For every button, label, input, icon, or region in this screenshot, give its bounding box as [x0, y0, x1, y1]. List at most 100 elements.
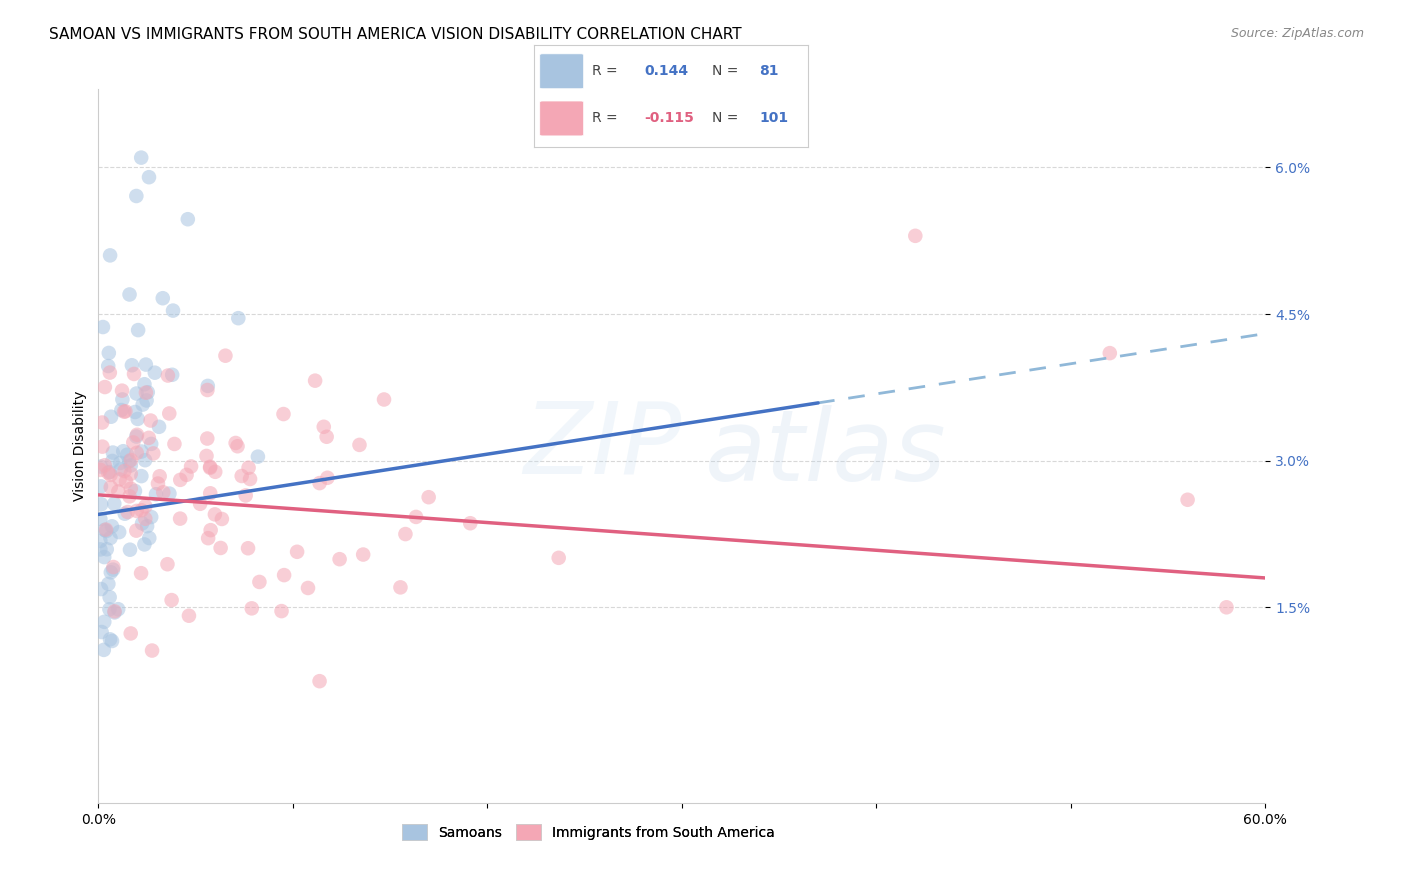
Text: 101: 101 [759, 112, 789, 126]
Point [96, 524, 118, 538]
Point [389, 580, 412, 594]
Point [118, 489, 141, 503]
Point [149, 469, 172, 483]
Point [98, 602, 121, 616]
Point [90, 625, 112, 640]
Point [117, 505, 139, 519]
Point [107, 484, 129, 499]
FancyBboxPatch shape [540, 54, 583, 88]
Point [273, 407, 295, 421]
Point [200, 486, 222, 500]
Point [135, 358, 157, 372]
Point [111, 392, 134, 407]
Text: 0.144: 0.144 [644, 64, 688, 78]
Point [904, 228, 927, 243]
Point [108, 472, 131, 486]
Point [122, 367, 145, 381]
Point [125, 386, 148, 401]
Point [169, 473, 191, 487]
Point [90, 582, 112, 596]
Text: SAMOAN VS IMMIGRANTS FROM SOUTH AMERICA VISION DISABILITY CORRELATION CHART: SAMOAN VS IMMIGRANTS FROM SOUTH AMERICA … [49, 27, 742, 42]
Text: R =: R = [592, 64, 617, 78]
Text: 81: 81 [759, 64, 779, 78]
Point [125, 189, 148, 203]
Point [97, 359, 120, 373]
Point [111, 384, 134, 398]
Point [93, 615, 115, 629]
Point [108, 525, 131, 540]
Y-axis label: Vision Disability: Vision Disability [73, 391, 87, 501]
Point [98, 248, 121, 262]
Point [177, 608, 200, 623]
Point [285, 545, 308, 559]
Point [118, 542, 141, 557]
Point [235, 488, 257, 502]
Point [152, 291, 174, 305]
Point [316, 471, 339, 485]
Point [90, 479, 112, 493]
Point [180, 459, 202, 474]
Point [120, 453, 142, 467]
Point [176, 467, 198, 482]
Point [97, 577, 120, 591]
Point [142, 446, 165, 460]
Point [114, 464, 136, 478]
Point [135, 393, 157, 408]
Point [200, 523, 222, 537]
Point [96, 542, 118, 557]
Point [124, 483, 146, 498]
Point [198, 460, 221, 475]
Point [131, 398, 153, 412]
Point [394, 527, 416, 541]
Point [160, 593, 183, 607]
Point [100, 467, 122, 482]
Point [312, 419, 335, 434]
Point [146, 476, 169, 491]
Point [148, 419, 170, 434]
Point [131, 444, 153, 458]
Point [134, 537, 156, 551]
Point [118, 454, 141, 468]
Point [108, 456, 131, 470]
Point [249, 574, 271, 589]
Point [89, 512, 111, 526]
Point [120, 458, 142, 473]
Point [315, 430, 337, 444]
Point [114, 507, 136, 521]
Point [240, 601, 263, 615]
Point [91, 416, 114, 430]
Point [100, 531, 122, 545]
Point [98, 465, 121, 479]
Point [308, 476, 330, 491]
Point [120, 626, 142, 640]
Point [120, 482, 142, 496]
Point [204, 465, 226, 479]
Point [231, 469, 253, 483]
Point [89, 533, 111, 548]
Point [143, 366, 166, 380]
Point [125, 446, 148, 460]
Point [152, 485, 174, 500]
Point [270, 604, 292, 618]
Point [131, 516, 153, 531]
Point [93, 458, 115, 473]
Point [145, 487, 167, 501]
Point [131, 469, 153, 483]
Point [101, 519, 124, 533]
Point [115, 475, 138, 489]
Point [225, 436, 247, 450]
Point [139, 413, 162, 427]
Text: N =: N = [713, 112, 740, 126]
Point [138, 431, 160, 445]
Point [125, 429, 148, 443]
Point [91, 440, 114, 454]
Point [198, 459, 221, 474]
Point [101, 563, 124, 577]
Point [134, 377, 156, 392]
Point [1177, 492, 1199, 507]
Point [157, 407, 180, 421]
Point [112, 444, 135, 458]
Legend: Samoans, Immigrants from South America: Samoans, Immigrants from South America [396, 819, 780, 846]
Point [107, 602, 129, 616]
Point [114, 404, 136, 418]
